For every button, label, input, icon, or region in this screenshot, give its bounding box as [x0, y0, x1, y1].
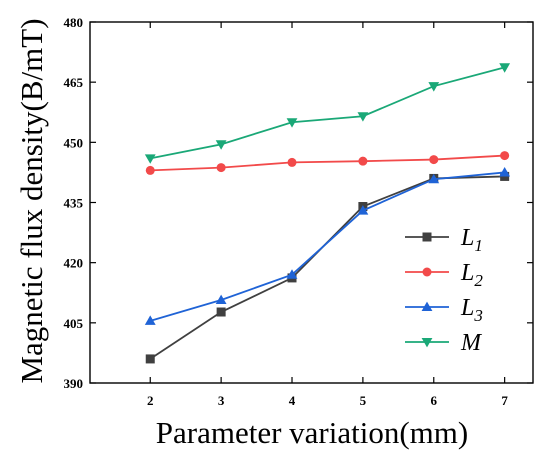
- data-point-L2: [287, 157, 297, 167]
- x-axis-title: Parameter variation(mm): [156, 415, 468, 450]
- legend-label-main: M: [460, 330, 483, 356]
- x-tick-label: 5: [360, 393, 367, 408]
- legend-label: L1: [460, 225, 483, 255]
- series-L2: [145, 151, 510, 175]
- legend-label-sub: 3: [473, 306, 483, 325]
- series-line-L1: [149, 175, 505, 360]
- series-line-L2: [150, 154, 505, 172]
- series-layer: [144, 63, 511, 364]
- legend-label-main: L: [460, 225, 474, 251]
- data-point-L3: [215, 294, 227, 305]
- data-point-L3: [144, 315, 156, 325]
- legend-marker: [422, 267, 432, 277]
- series-L3: [144, 167, 511, 325]
- data-point-L2: [145, 165, 155, 175]
- y-tick-label: 450: [64, 135, 84, 150]
- data-point-L3: [428, 173, 440, 184]
- legend-label: M: [460, 330, 483, 356]
- legend-label-main: L: [460, 295, 474, 321]
- data-point-L1: [216, 307, 226, 317]
- data-point-M: [215, 140, 227, 150]
- y-tick-label: 405: [64, 316, 84, 331]
- x-tick-label: 3: [218, 393, 225, 408]
- series-line-L3: [149, 171, 505, 322]
- y-tick-label: 435: [64, 196, 84, 211]
- series-L1: [145, 171, 510, 364]
- y-tick-label: 465: [64, 75, 84, 90]
- data-point-L2: [500, 151, 510, 161]
- legend-marker: [421, 337, 433, 348]
- y-tick-label: 390: [64, 376, 84, 391]
- legend-label: L2: [460, 260, 483, 290]
- axes: 2 3 4 5 6 7 390 405 420 435 450 465 480: [64, 15, 534, 408]
- x-tick-label: 6: [431, 393, 438, 408]
- y-axis-title: Magnetic flux density(B/mT): [14, 18, 49, 383]
- series-line-M: [150, 66, 505, 160]
- plot-frame: [89, 21, 534, 384]
- y-tick-label: 480: [64, 15, 84, 30]
- legend-label-main: L: [460, 260, 474, 286]
- legend-item-L3: L3: [405, 295, 483, 325]
- legend-label-sub: 2: [474, 271, 483, 290]
- legend-label-sub: 1: [474, 236, 483, 255]
- data-point-L3: [286, 269, 298, 279]
- legend-item-L1: L1: [405, 225, 483, 255]
- data-point-L3: [357, 205, 369, 215]
- x-tick-label: 4: [289, 393, 296, 408]
- x-tick-label: 2: [147, 393, 154, 408]
- data-point-M: [144, 154, 156, 164]
- series-M: [144, 63, 511, 164]
- data-point-L1: [145, 354, 155, 364]
- data-point-L2: [216, 163, 226, 173]
- data-point-M: [286, 118, 298, 128]
- data-point-M: [428, 82, 440, 92]
- data-point-M: [357, 112, 369, 122]
- x-tick-label: 7: [501, 393, 508, 408]
- legend-label: L3: [460, 295, 483, 325]
- data-point-L2: [358, 156, 368, 166]
- legend-item-M: M: [405, 330, 483, 356]
- legend-marker: [421, 301, 433, 312]
- data-point-M: [499, 63, 511, 73]
- y-tick-label: 420: [64, 256, 84, 271]
- legend-item-L2: L2: [405, 260, 483, 290]
- data-point-L3: [499, 167, 511, 177]
- legend-marker: [422, 232, 432, 242]
- data-point-L2: [429, 155, 439, 165]
